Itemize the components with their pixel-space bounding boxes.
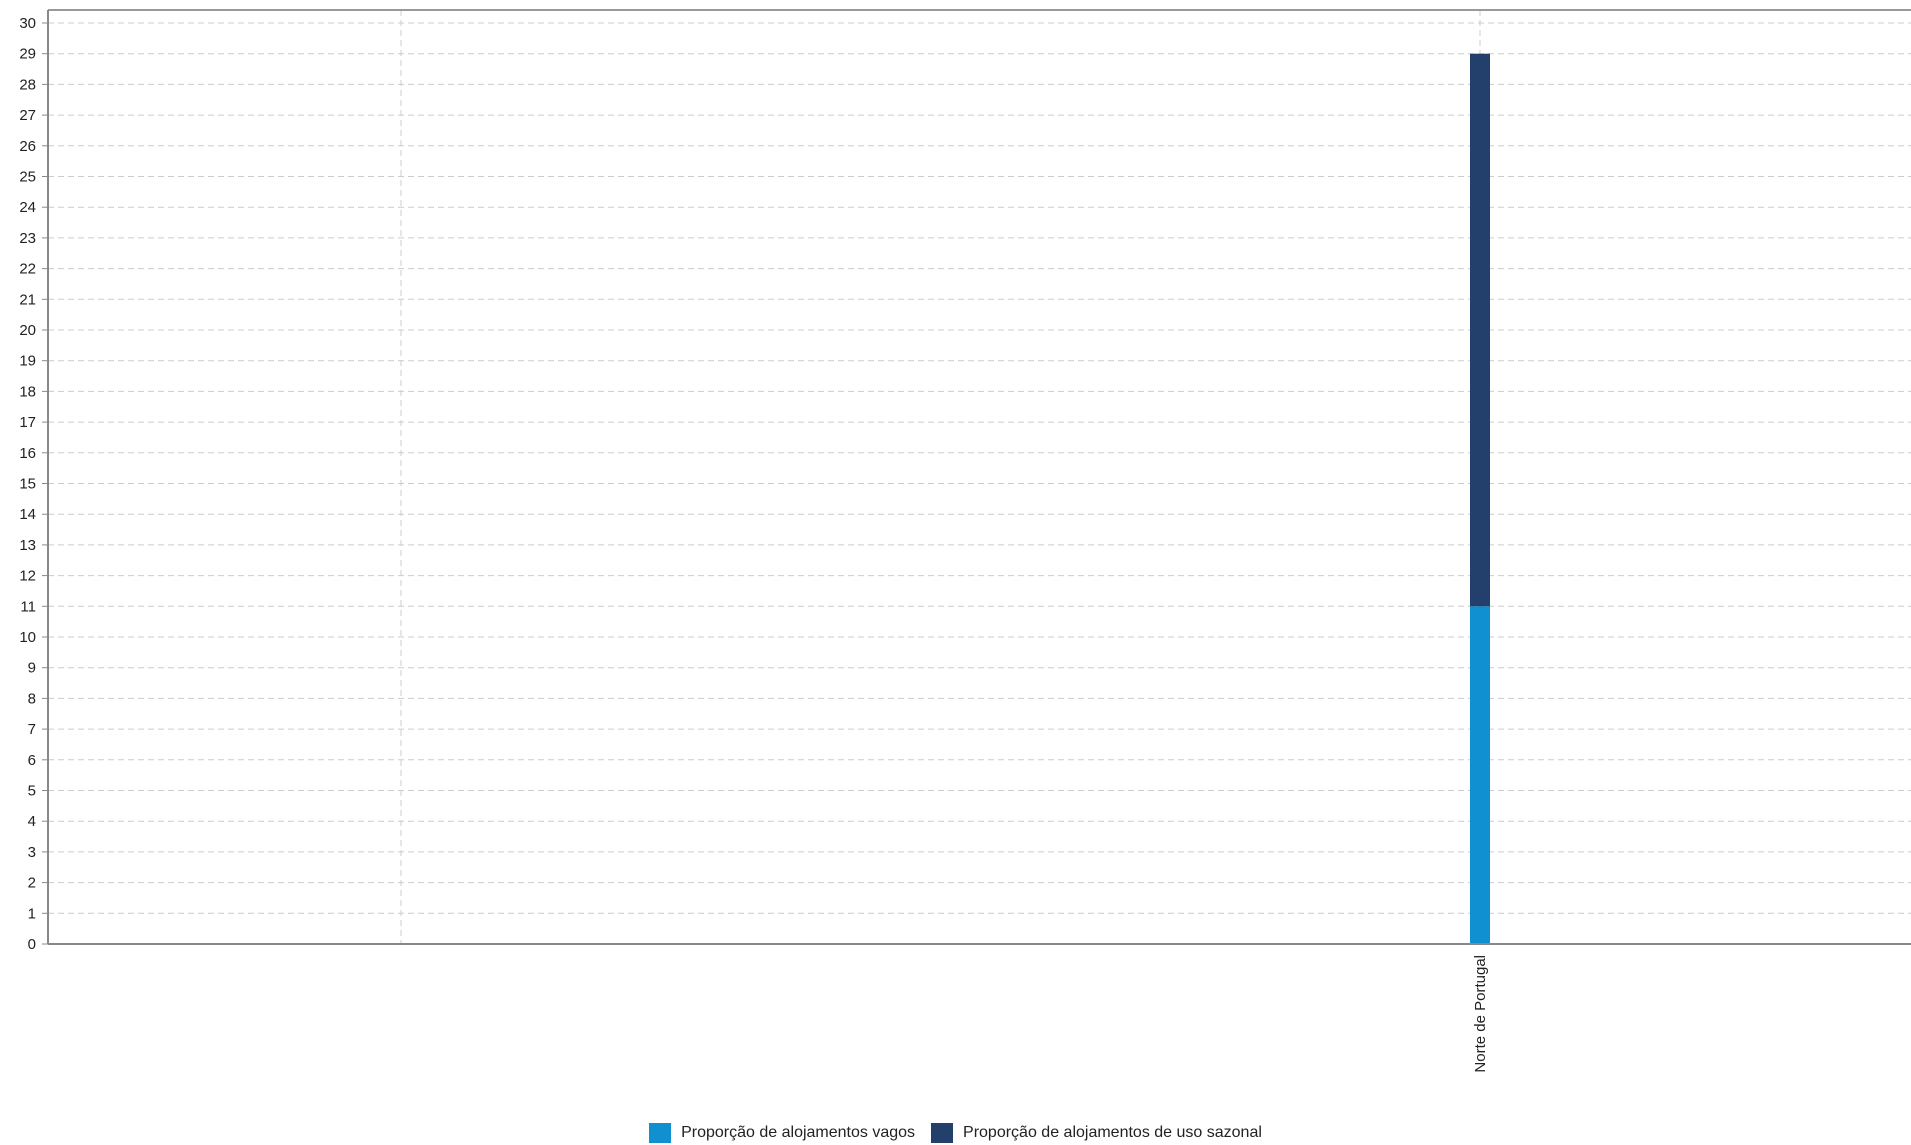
y-tick-label-0: 0 (28, 936, 36, 953)
legend-label-vagos: Proporção de alojamentos vagos (681, 1124, 916, 1141)
y-tick-label-15: 15 (19, 476, 36, 493)
y-axis-ticks: 0123456789101112131415161718192021222324… (19, 15, 48, 953)
legend-label-sazonal: Proporção de alojamentos de uso sazonal (963, 1124, 1262, 1141)
y-tick-label-9: 9 (28, 660, 36, 677)
y-tick-label-8: 8 (28, 690, 36, 707)
y-tick-label-12: 12 (19, 568, 36, 585)
y-tick-label-2: 2 (28, 875, 36, 892)
bars (1470, 53, 1490, 944)
y-tick-label-16: 16 (19, 445, 36, 462)
x-category-label-1: Norte de Portugal (1472, 955, 1489, 1073)
axes (47, 9, 1911, 945)
y-tick-label-14: 14 (19, 506, 36, 523)
y-tick-label-3: 3 (28, 844, 36, 861)
y-tick-label-20: 20 (19, 322, 36, 339)
y-tick-label-13: 13 (19, 537, 36, 554)
y-tick-label-18: 18 (19, 383, 36, 400)
legend: Proporção de alojamentos vagos Proporção… (0, 1122, 1911, 1144)
y-tick-label-27: 27 (19, 107, 36, 124)
y-tick-label-19: 19 (19, 353, 36, 370)
y-tick-label-29: 29 (19, 46, 36, 63)
legend-swatch-sazonal (931, 1123, 954, 1143)
bar-1-series-1 (1470, 53, 1490, 607)
y-tick-label-25: 25 (19, 169, 36, 186)
y-tick-label-22: 22 (19, 261, 36, 278)
y-tick-label-4: 4 (28, 813, 36, 830)
x-axis-labels: Norte de Portugal (1472, 955, 1489, 1073)
legend-item-sazonal[interactable]: Proporção de alojamentos de uso sazonal (931, 1123, 1262, 1143)
y-tick-label-23: 23 (19, 230, 36, 247)
y-tick-label-17: 17 (19, 414, 36, 431)
y-tick-label-10: 10 (19, 629, 36, 646)
grid-lines (48, 10, 1911, 944)
y-tick-label-5: 5 (28, 783, 36, 800)
y-tick-label-30: 30 (19, 15, 36, 32)
y-tick-label-11: 11 (20, 598, 36, 615)
y-tick-label-24: 24 (19, 199, 36, 216)
legend-swatch-vagos (649, 1123, 672, 1143)
y-tick-label-6: 6 (28, 752, 36, 769)
y-tick-label-28: 28 (19, 76, 36, 93)
y-tick-label-26: 26 (19, 138, 36, 155)
bar-1-series-0 (1470, 606, 1490, 944)
y-tick-label-7: 7 (28, 721, 36, 738)
y-tick-label-21: 21 (19, 291, 36, 308)
y-tick-label-1: 1 (28, 905, 36, 922)
legend-item-vagos[interactable]: Proporção de alojamentos vagos (649, 1123, 915, 1143)
